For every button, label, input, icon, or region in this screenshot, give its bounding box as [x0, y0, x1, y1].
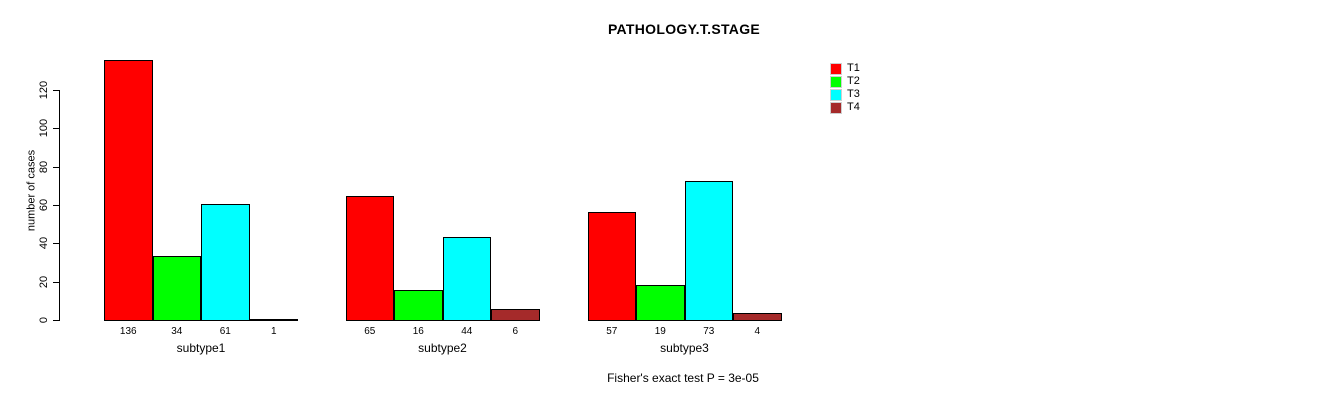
- bar-t4-subtype1: [249, 319, 298, 321]
- bar-t2-subtype1: [152, 256, 201, 321]
- bar-value-label: 61: [219, 326, 231, 337]
- x-category-label-subtype2: subtype2: [418, 341, 467, 355]
- y-axis-tick-label: 20: [38, 275, 50, 289]
- chart-title: PATHOLOGY.T.STAGE: [607, 21, 761, 37]
- y-axis-tick-label: 100: [38, 118, 50, 138]
- y-axis-tick: [53, 167, 59, 168]
- legend-swatch-t4: [830, 101, 842, 114]
- y-axis-tick: [53, 243, 59, 244]
- legend: T1 T2 T3 T4: [830, 62, 860, 114]
- legend-item-t3: T3: [830, 88, 860, 101]
- y-axis-tick: [53, 205, 59, 206]
- fisher-test-note: Fisher's exact test P = 3e-05: [607, 371, 759, 385]
- bar-value-label: 65: [364, 326, 376, 337]
- bar-t2-subtype2: [394, 290, 443, 321]
- bar-t3-subtype1: [201, 204, 250, 321]
- bar-value-label: 16: [412, 326, 424, 337]
- y-axis-title: number of cases: [25, 149, 38, 232]
- x-category-label-subtype3: subtype3: [660, 341, 709, 355]
- y-axis-tick-label: 0: [38, 316, 50, 324]
- legend-item-t2: T2: [830, 75, 860, 88]
- y-axis-tick-label: 120: [38, 80, 50, 100]
- y-axis-line: [59, 90, 60, 321]
- bar-value-label: 6: [512, 326, 519, 337]
- bar-t1-subtype2: [345, 196, 394, 321]
- bar-value-label: 4: [754, 326, 761, 337]
- y-axis-tick-label: 60: [38, 198, 50, 212]
- y-axis-tick: [53, 90, 59, 91]
- bar-value-label: 1: [270, 326, 277, 337]
- bar-t1-subtype1: [104, 60, 153, 321]
- legend-item-t1: T1: [830, 62, 860, 75]
- bar-t4-subtype2: [491, 309, 540, 321]
- bar-t3-subtype2: [442, 237, 491, 321]
- bar-t2-subtype3: [636, 285, 685, 321]
- y-axis-tick: [53, 282, 59, 283]
- bar-t1-subtype3: [587, 212, 636, 321]
- bar-value-label: 73: [703, 326, 715, 337]
- y-axis-tick: [53, 128, 59, 129]
- bar-value-label: 57: [606, 326, 618, 337]
- legend-swatch-t3: [830, 88, 842, 101]
- bar-value-label: 34: [171, 326, 183, 337]
- bar-value-label: 136: [119, 326, 137, 337]
- y-axis-tick: [53, 320, 59, 321]
- legend-label: T4: [847, 101, 860, 113]
- legend-label: T1: [847, 62, 860, 74]
- y-axis-tick-label: 40: [38, 236, 50, 250]
- legend-swatch-t1: [830, 62, 842, 75]
- y-axis-tick-label: 80: [38, 160, 50, 174]
- legend-label: T3: [847, 88, 860, 100]
- bar-t4-subtype3: [733, 313, 782, 321]
- legend-item-t4: T4: [830, 101, 860, 114]
- x-category-label-subtype1: subtype1: [176, 341, 226, 355]
- bar-value-label: 44: [461, 326, 473, 337]
- bar-t3-subtype3: [684, 181, 733, 321]
- legend-swatch-t2: [830, 75, 842, 88]
- legend-label: T2: [847, 75, 860, 87]
- bar-value-label: 19: [654, 326, 666, 337]
